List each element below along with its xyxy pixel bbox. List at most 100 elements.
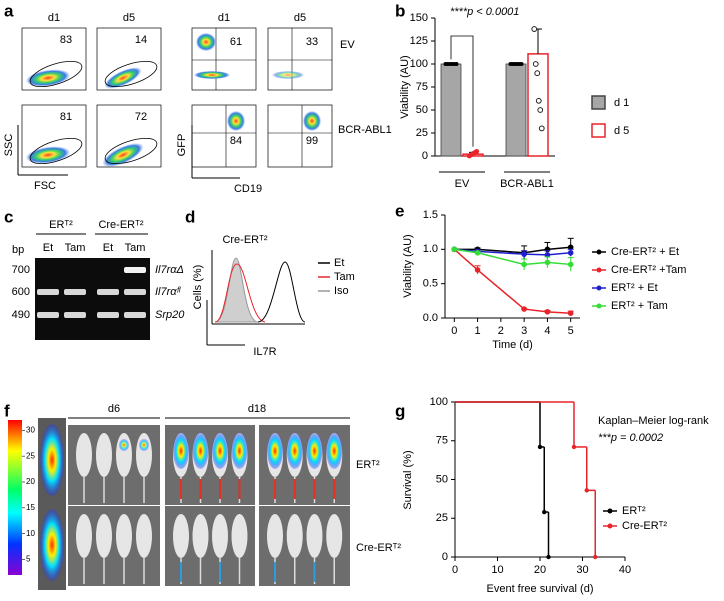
cell-density: [102, 143, 144, 167]
annotation: ***p = 0.0002: [598, 432, 663, 444]
y-tick-label: 1.5: [423, 209, 438, 221]
colorbar-label: 30: [26, 425, 35, 434]
reference-well: [40, 424, 64, 496]
gene-label: Srp20: [155, 309, 185, 321]
data-point: [451, 246, 458, 253]
event-marker: [593, 554, 598, 560]
gel-band: [64, 289, 86, 295]
data-point: [474, 149, 480, 154]
y-tick-label: 75: [436, 435, 448, 447]
mouse: [192, 514, 209, 558]
legend-label: ERᵀ² + Et: [611, 282, 658, 294]
bar: [440, 63, 462, 157]
mouse: [116, 514, 132, 558]
colorbar: [8, 420, 22, 575]
significance-bracket: [450, 35, 474, 147]
event-marker: [584, 488, 589, 493]
x-tick-label: 2: [498, 325, 504, 337]
axis-label: CD19: [234, 183, 262, 195]
x-tick-label: 4: [544, 325, 550, 337]
y-tick-label: 0: [422, 150, 428, 162]
mouse: [173, 514, 189, 558]
bar: [505, 63, 527, 157]
lane-label: Et: [103, 242, 113, 254]
x-tick-label: BCR-ABL1: [500, 178, 554, 190]
cell-density: [227, 111, 245, 131]
y-axis-label: Viability (AU): [399, 55, 411, 118]
legend-label: Cre-ERᵀ²: [622, 520, 667, 532]
size-label: 490: [12, 309, 30, 321]
data-point: [544, 259, 551, 266]
colorbar-label: 15: [26, 503, 35, 512]
legend-label: Tam: [334, 271, 355, 283]
x-tick-label: EV: [455, 178, 470, 190]
x-tick-label: 3: [521, 325, 527, 337]
x-tick-label: 1: [475, 325, 481, 337]
gate: [104, 60, 158, 88]
legend-label: d 1: [614, 97, 629, 109]
y-tick-label: 0.5: [423, 278, 438, 290]
y-tick-label: 0: [442, 551, 448, 563]
data-point: [531, 26, 538, 32]
colorbar-label: 10: [26, 529, 35, 538]
data-point: [474, 267, 481, 273]
y-tick-label: 125: [410, 35, 428, 47]
gate-percent: 83: [60, 34, 72, 46]
signal: [119, 439, 129, 451]
axis-label: Cells (%): [192, 265, 204, 310]
signal: [192, 433, 209, 469]
mouse: [76, 433, 92, 477]
data-point: [521, 251, 527, 257]
legend-swatch: [591, 95, 606, 110]
y-axis-label: Survival (%): [402, 450, 414, 509]
histogram-curve: [214, 257, 259, 323]
data-point: [538, 125, 545, 132]
y-tick-label: 100: [410, 58, 428, 70]
group-label: Cre-ERᵀ²: [98, 219, 143, 231]
x-tick-label: 30: [576, 564, 588, 576]
data-point: [521, 261, 527, 268]
y-tick-label: 50: [436, 473, 448, 485]
gate-percent: 61: [230, 36, 242, 48]
y-tick-label: 50: [416, 104, 428, 116]
colorbar-label: 20: [26, 477, 35, 486]
axis-label: GFP: [176, 134, 188, 157]
legend-marker: [607, 523, 613, 529]
signal: [212, 433, 228, 469]
timepoint-label: d6: [108, 403, 120, 415]
panel-label: e: [395, 201, 404, 220]
annotation: Kaplan–Meier log-rank: [598, 415, 709, 427]
cell-density: [26, 69, 70, 87]
gate-percent: 99: [306, 135, 318, 147]
data-point: [454, 62, 459, 66]
y-tick-label: 100: [430, 396, 448, 408]
gel-band: [124, 267, 146, 273]
mouse: [306, 514, 323, 558]
signal: [231, 433, 248, 469]
x-tick-label: 40: [619, 564, 631, 576]
column-title: d5: [294, 12, 306, 24]
x-tick-label: 10: [491, 564, 503, 576]
column-title: d1: [48, 12, 60, 24]
gate: [104, 137, 158, 165]
mouse: [96, 514, 112, 558]
signal: [173, 433, 189, 469]
legend-marker: [596, 285, 602, 291]
cell-density: [26, 146, 70, 164]
bp-label: bp: [12, 244, 24, 256]
lane-label: Tam: [65, 242, 86, 254]
panel-label: b: [395, 1, 405, 20]
data-point: [521, 306, 527, 312]
y-tick-label: 0.0: [423, 312, 438, 324]
x-tick-label: 5: [568, 325, 574, 337]
y-tick-label: 75: [416, 81, 428, 93]
legend-label: ERᵀ² + Tam: [611, 300, 668, 312]
panel-label: g: [395, 401, 405, 420]
gate-percent: 33: [306, 36, 318, 48]
size-label: 700: [12, 264, 30, 276]
gel-band: [124, 289, 146, 295]
cell-density: [194, 71, 230, 79]
gate-percent: 14: [135, 34, 147, 46]
